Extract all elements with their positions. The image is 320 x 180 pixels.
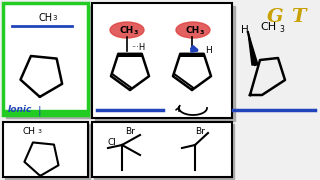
Text: CH: CH [38, 13, 52, 23]
Text: Br: Br [125, 127, 135, 136]
Text: Br: Br [195, 127, 205, 136]
Bar [92, 122, 232, 177]
Text: 3: 3 [279, 25, 284, 34]
Text: Cl: Cl [108, 138, 116, 147]
Bar [3, 3, 88, 115]
Bar [3, 122, 88, 177]
Text: H: H [205, 46, 212, 55]
Ellipse shape [176, 22, 210, 38]
Text: H: H [241, 25, 249, 35]
Ellipse shape [110, 22, 144, 38]
Text: G: G [267, 8, 283, 26]
Text: CH: CH [120, 26, 134, 35]
Text: CH: CH [260, 22, 276, 32]
Text: ···H: ···H [131, 42, 145, 51]
Text: Ionic: Ionic [8, 105, 32, 114]
Bar [5, 124, 90, 179]
Text: T: T [291, 8, 305, 26]
Text: |: | [38, 105, 42, 116]
Bar [6, 6, 91, 118]
Text: 3: 3 [52, 15, 57, 21]
Bar [92, 3, 232, 118]
Text: CH: CH [22, 127, 35, 136]
Bar [94, 124, 234, 179]
Polygon shape [248, 32, 258, 65]
Text: 3: 3 [200, 30, 204, 35]
Text: 3: 3 [38, 129, 42, 134]
Bar [95, 6, 235, 121]
Bar [3, 110, 88, 115]
Text: CH: CH [186, 26, 200, 35]
Text: 3: 3 [134, 30, 138, 35]
Bar [3, 3, 88, 115]
